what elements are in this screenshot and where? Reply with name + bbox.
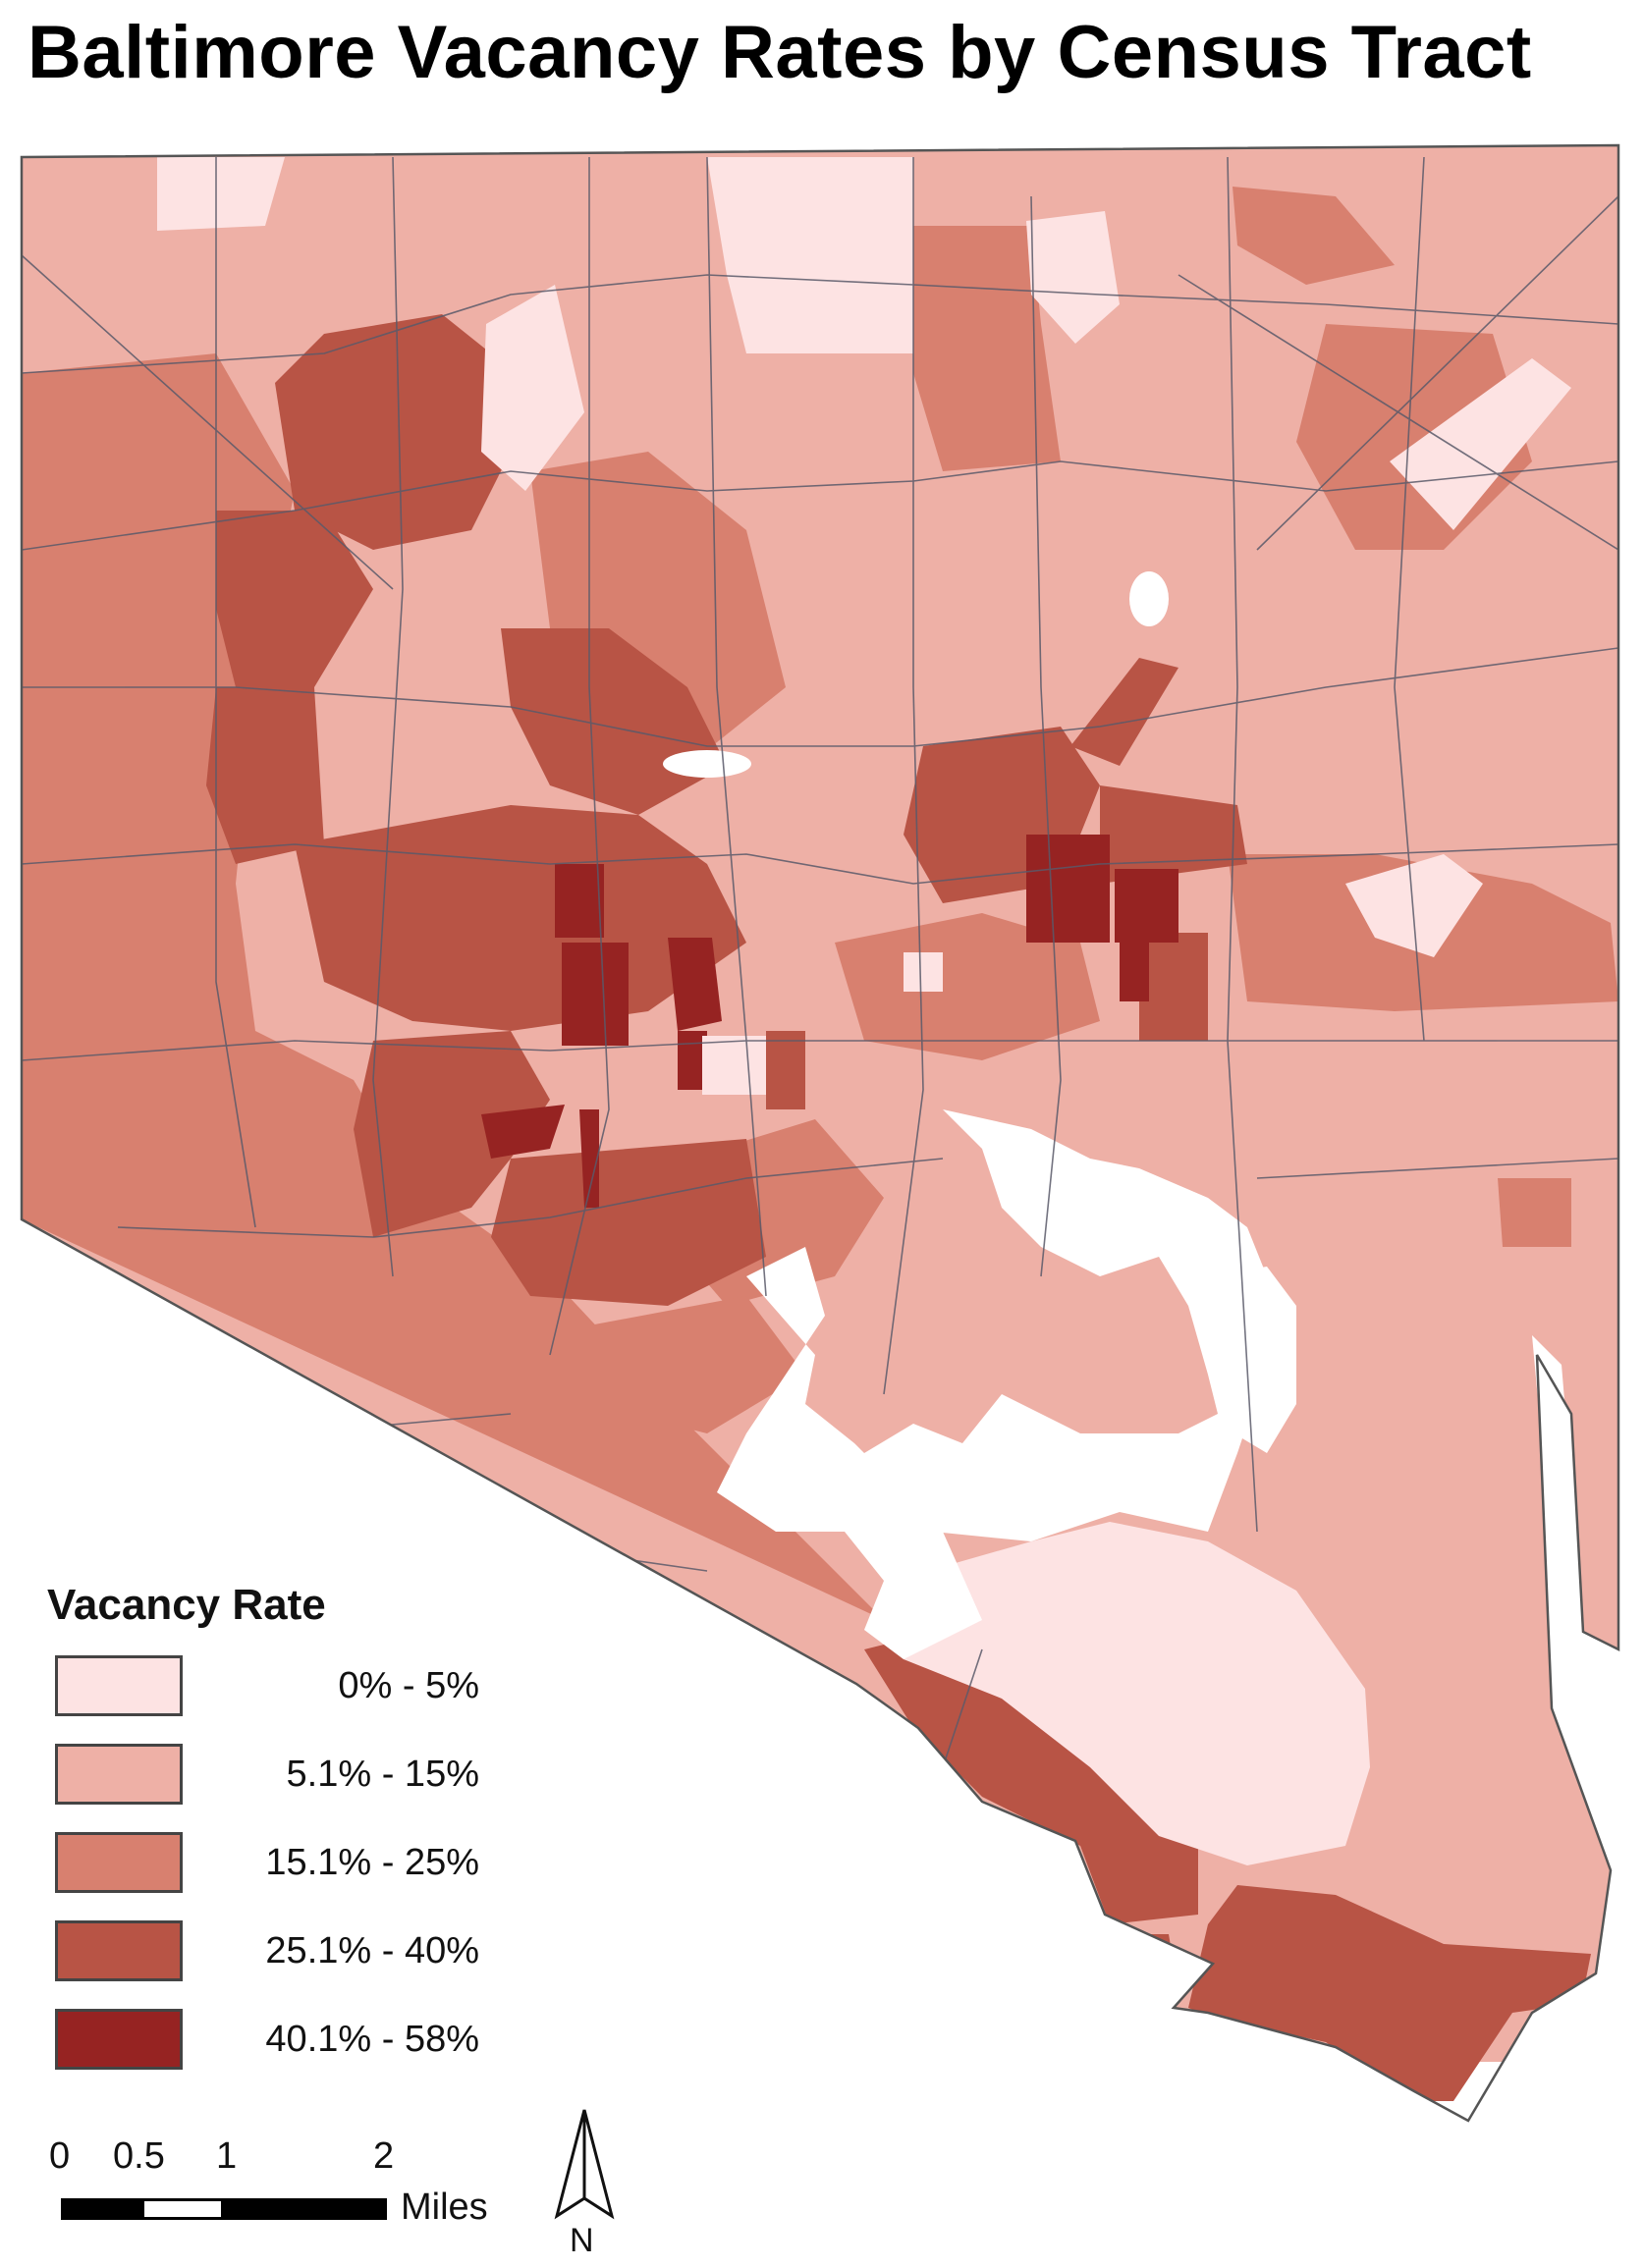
scale-unit: Miles xyxy=(401,2187,488,2228)
scale-segment xyxy=(222,2198,387,2220)
scale-segment xyxy=(61,2198,143,2220)
scale-segment xyxy=(141,2198,224,2220)
legend-label: 15.1% - 25% xyxy=(265,1842,479,1883)
north-label: N xyxy=(570,2222,594,2259)
legend-item: 5.1% - 15% xyxy=(47,1744,499,1807)
legend-label: 5.1% - 15% xyxy=(286,1754,479,1795)
legend-swatch xyxy=(55,2009,183,2070)
legend-swatch xyxy=(55,1832,183,1893)
map-title: Baltimore Vacancy Rates by Census Tract xyxy=(27,11,1532,94)
north-arrow: N xyxy=(545,2106,624,2263)
legend-label: 25.1% - 40% xyxy=(265,1930,479,1971)
legend-label: 0% - 5% xyxy=(338,1665,479,1706)
scale-tick: 1 xyxy=(216,2135,238,2177)
legend-item: 40.1% - 58% xyxy=(47,2009,499,2072)
scale-bar: 0 0.5 1 2 Miles xyxy=(39,2135,550,2243)
north-arrow-icon xyxy=(554,2109,615,2220)
legend-item: 0% - 5% xyxy=(47,1655,499,1718)
scale-tick: 0.5 xyxy=(113,2135,165,2177)
legend-label: 40.1% - 58% xyxy=(265,2019,479,2060)
scale-tick: 0 xyxy=(49,2135,71,2177)
legend-swatch xyxy=(55,1655,183,1716)
legend-swatch xyxy=(55,1744,183,1805)
legend-item: 15.1% - 25% xyxy=(47,1832,499,1895)
legend-swatch xyxy=(55,1920,183,1981)
legend-title: Vacancy Rate xyxy=(47,1581,326,1629)
legend: Vacancy Rate 0% - 5% 5.1% - 15% 15.1% - … xyxy=(47,1581,499,2097)
scale-tick: 2 xyxy=(373,2135,395,2177)
legend-item: 25.1% - 40% xyxy=(47,1920,499,1983)
